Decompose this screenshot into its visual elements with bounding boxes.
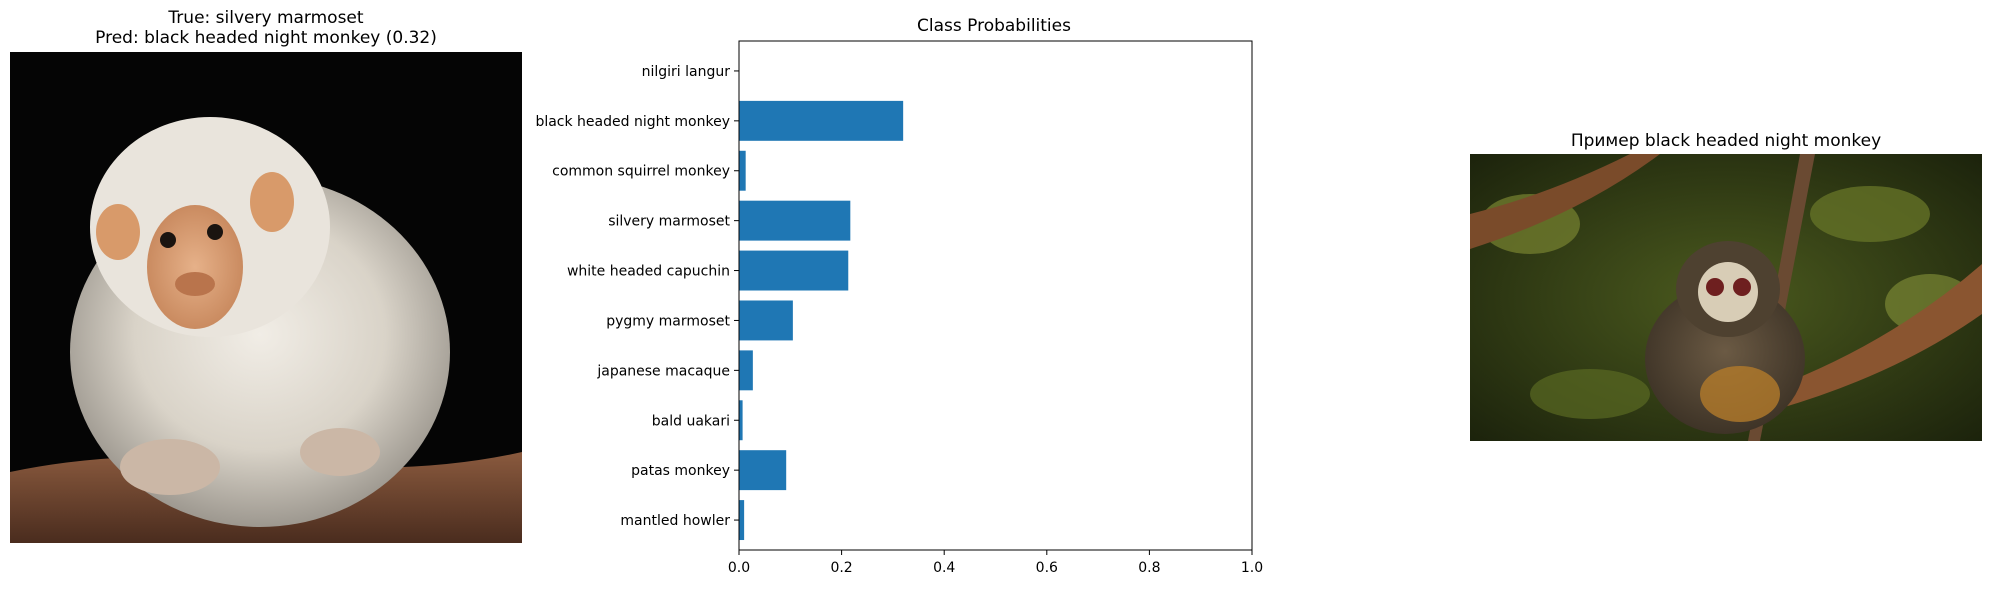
x-tick-label: 0.6 [1036, 560, 1058, 576]
y-tick-label-white-headed-capuchin: white headed capuchin [567, 264, 730, 280]
example-photo [1470, 154, 1982, 441]
y-tick-label-pygmy-marmoset: pygmy marmoset [606, 313, 730, 329]
bar-patas-monkey [739, 450, 787, 491]
pred-label: Pred: black headed night monkey (0.32) [95, 28, 437, 48]
silvery-marmoset-photo [10, 52, 522, 543]
bar-white-headed-capuchin [739, 250, 849, 291]
x-tick-label: 0.8 [1138, 560, 1160, 576]
y-tick-label-silvery-marmoset: silvery marmoset [608, 214, 730, 230]
bar-silvery-marmoset [739, 200, 851, 241]
left-panel-title: True: silvery marmoset Pred: black heade… [10, 8, 522, 48]
y-tick-label-patas-monkey: patas monkey [631, 463, 730, 479]
x-tick-label: 0.0 [728, 560, 750, 576]
x-tick-label: 1.0 [1241, 560, 1263, 576]
true-label: True: silvery marmoset [168, 8, 364, 28]
bar-common-squirrel-monkey [739, 150, 746, 191]
y-tick-label-nilgiri-langur: nilgiri langur [642, 64, 731, 80]
bar-mantled-howler [739, 500, 745, 541]
bar-bald-uakari [739, 400, 743, 441]
example-title: Пример black headed night monkey [1570, 131, 1882, 151]
y-tick-label-mantled-howler: mantled howler [620, 513, 730, 529]
query-photo [10, 52, 522, 543]
x-tick-label: 0.4 [933, 560, 955, 576]
night-monkey-photo [1470, 154, 1982, 441]
bar-pygmy-marmoset [739, 300, 793, 341]
y-tick-label-common-squirrel-monkey: common squirrel monkey [552, 164, 730, 180]
bar-black-headed-night-monkey [739, 100, 904, 141]
y-tick-label-black-headed-night-monkey: black headed night monkey [535, 114, 730, 130]
chart-title: Class Probabilities [917, 16, 1071, 36]
bar-japanese-macaque [739, 350, 753, 391]
y-tick-label-bald-uakari: bald uakari [652, 413, 730, 429]
y-tick-label-japanese-macaque: japanese macaque [596, 363, 730, 379]
plot-frame [738, 40, 1253, 551]
x-tick-label: 0.2 [830, 560, 852, 576]
